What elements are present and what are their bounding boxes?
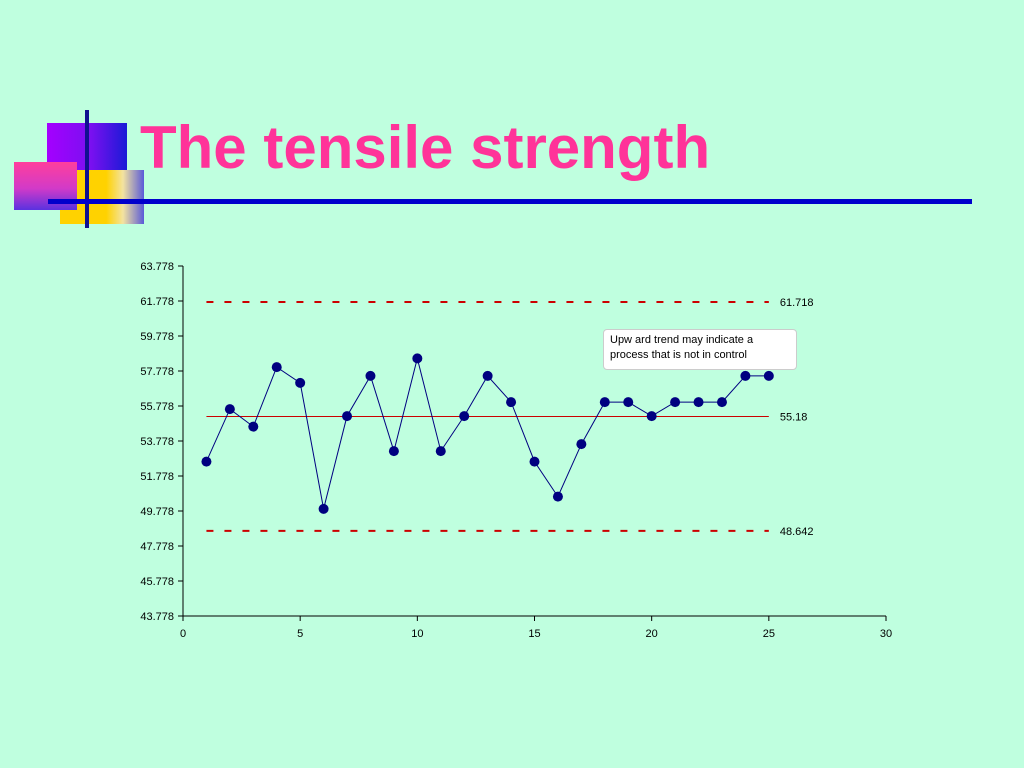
x-tick-label: 30	[880, 628, 892, 640]
y-tick-label: 43.778	[140, 611, 174, 623]
series-line	[205, 358, 769, 510]
data-point	[482, 370, 493, 381]
y-tick-label: 49.778	[140, 506, 174, 518]
control-limit-lines: 61.718 55.18 48.642	[206, 297, 813, 538]
chart-axes	[182, 266, 886, 617]
x-tick-label: 5	[297, 628, 303, 640]
data-point	[599, 397, 610, 408]
y-tick-label: 63.778	[140, 261, 174, 273]
y-tick-label: 55.778	[140, 401, 174, 413]
x-tick-label: 20	[646, 628, 658, 640]
y-axis-ticks: 63.778 61.778 59.778 57.778 55.778 53.778 51.7…	[140, 261, 183, 623]
data-point	[342, 411, 353, 422]
data-point	[552, 491, 563, 502]
logo-vertical-line	[85, 110, 89, 228]
data-point	[295, 377, 306, 388]
y-tick-label: 47.778	[140, 541, 174, 553]
x-tick-label: 10	[411, 628, 423, 640]
title-underline	[48, 199, 972, 204]
upper-control-limit-label: 61.718	[780, 297, 814, 309]
data-point	[388, 446, 399, 457]
y-tick-label: 53.778	[140, 436, 174, 448]
data-point	[459, 411, 470, 422]
data-point	[412, 353, 423, 364]
x-tick-label: 25	[763, 628, 775, 640]
data-point	[646, 411, 657, 422]
annotation-line-1: Upw ard trend may indicate a	[610, 334, 754, 346]
decorative-logo	[0, 0, 160, 240]
lower-control-limit-label: 48.642	[780, 526, 814, 538]
annotation-line-2: process that is not in control	[610, 349, 747, 361]
data-point	[224, 404, 235, 415]
y-tick-label: 57.778	[140, 366, 174, 378]
data-point	[271, 362, 282, 373]
data-point	[318, 503, 329, 514]
y-tick-label: 51.778	[140, 471, 174, 483]
data-series	[201, 353, 774, 514]
data-point	[529, 456, 540, 467]
center-line-label: 55.18	[780, 411, 808, 423]
y-tick-label: 59.778	[140, 331, 174, 343]
data-point	[716, 397, 727, 408]
data-point	[576, 439, 587, 450]
y-tick-label: 61.778	[140, 296, 174, 308]
data-point	[693, 397, 704, 408]
slide-title: The tensile strength	[140, 114, 711, 181]
data-point	[201, 456, 212, 467]
data-point	[623, 397, 634, 408]
x-tick-label: 15	[528, 628, 540, 640]
y-tick-label: 45.778	[140, 576, 174, 588]
data-point	[506, 397, 517, 408]
data-point	[248, 421, 259, 432]
x-tick-label: 0	[180, 628, 186, 640]
x-axis-ticks: 0 5 10 15 20 25 30	[180, 616, 892, 640]
data-point	[763, 370, 774, 381]
data-point	[365, 370, 376, 381]
chart-annotation: Upw ard trend may indicate a process tha…	[603, 329, 797, 370]
data-point	[740, 370, 751, 381]
data-point	[670, 397, 681, 408]
data-point	[435, 446, 446, 457]
